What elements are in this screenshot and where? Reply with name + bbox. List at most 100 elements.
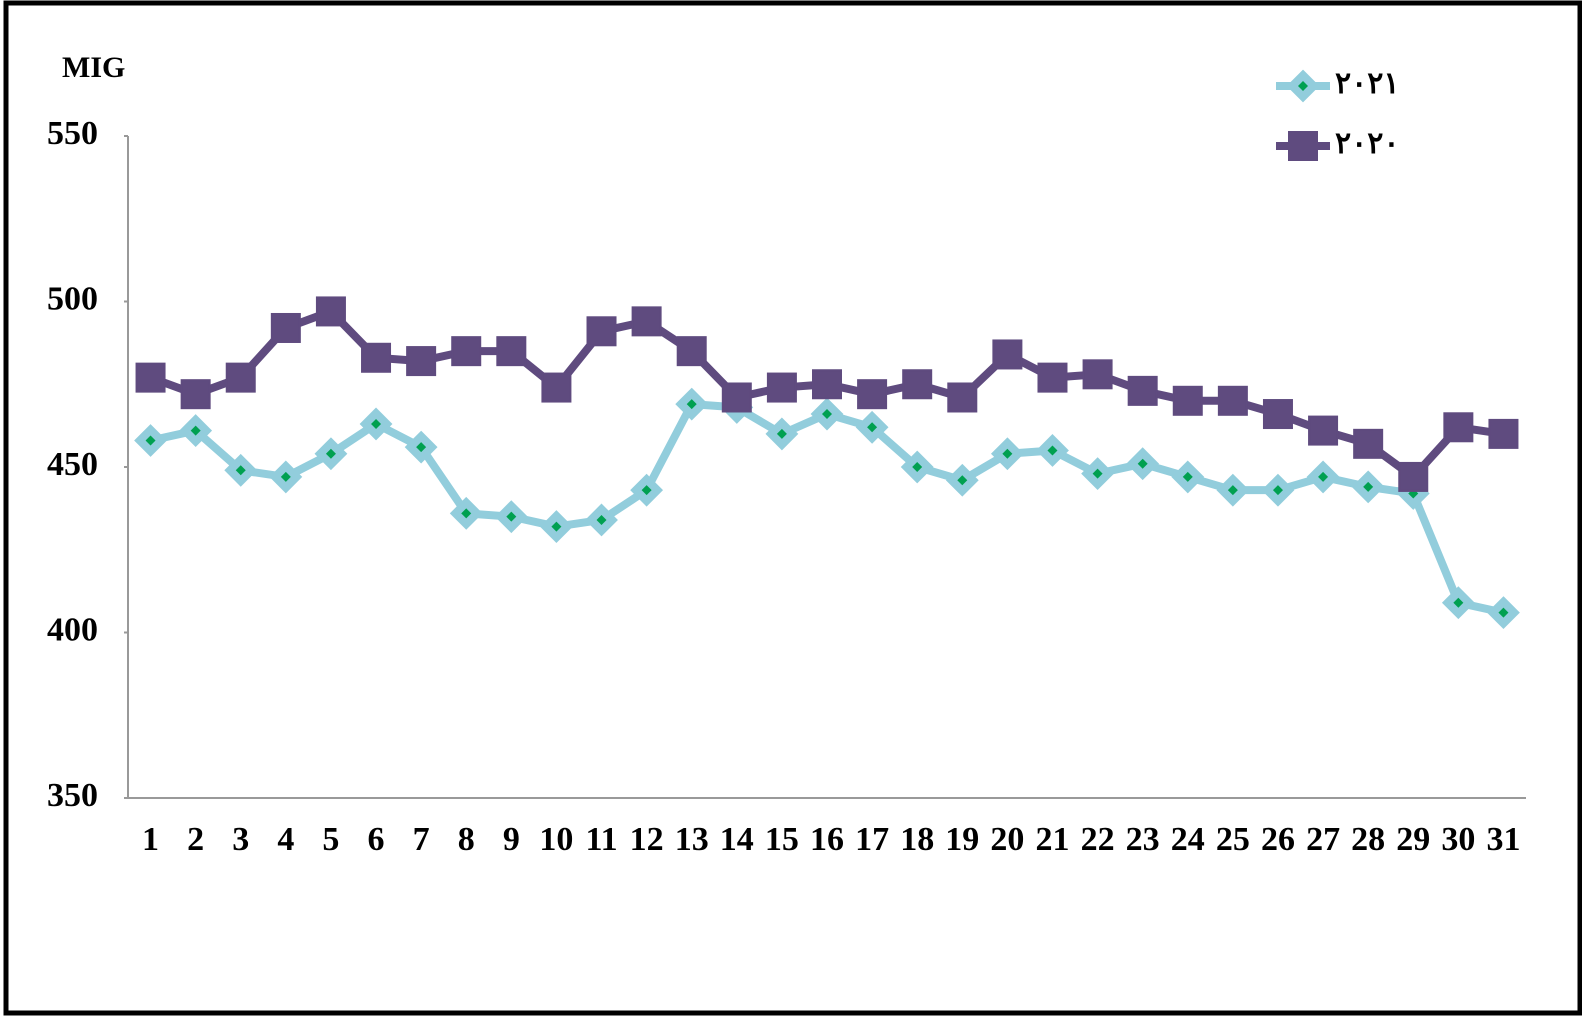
marker-center	[867, 422, 878, 433]
x-tick-label: 16	[810, 821, 844, 858]
marker	[766, 372, 797, 403]
marker-center	[1092, 468, 1103, 479]
y-tick-label: 550	[47, 115, 98, 152]
marker-center	[1227, 485, 1238, 496]
x-tick-label: 12	[630, 821, 664, 858]
marker	[1488, 418, 1519, 449]
marker	[902, 369, 933, 400]
y-tick-label: 450	[47, 446, 98, 483]
marker-center	[1363, 481, 1374, 492]
marker	[1127, 375, 1158, 406]
x-tick-label: 5	[322, 821, 339, 858]
x-tick-label: 3	[232, 821, 249, 858]
marker-center	[776, 428, 787, 439]
x-tick-label: 27	[1306, 821, 1340, 858]
x-tick-label: 18	[900, 821, 934, 858]
marker	[406, 346, 437, 377]
marker-center	[822, 409, 832, 420]
x-tick-label: 19	[945, 821, 979, 858]
marker	[992, 339, 1023, 370]
x-tick-label: 10	[539, 821, 573, 858]
x-tick-label: 28	[1351, 821, 1385, 858]
marker-center	[506, 511, 517, 522]
marker	[135, 362, 166, 393]
marker	[676, 336, 707, 367]
marker-center	[371, 418, 382, 429]
marker-center	[1182, 471, 1193, 482]
marker	[947, 382, 978, 413]
marker	[1217, 385, 1248, 416]
x-tick-label: 22	[1081, 821, 1115, 858]
marker	[812, 369, 842, 400]
marker	[1398, 461, 1429, 492]
x-tick-label: 9	[503, 821, 520, 858]
x-tick-label: 17	[855, 821, 889, 858]
x-tick-label: 20	[990, 821, 1024, 858]
marker-center	[551, 521, 562, 532]
marker	[361, 342, 392, 373]
marker-center	[1002, 448, 1013, 459]
x-tick-label: 4	[277, 821, 294, 858]
y-tick-label: 400	[47, 611, 98, 648]
marker-center	[416, 442, 427, 453]
marker	[270, 312, 301, 343]
marker	[586, 316, 617, 347]
x-tick-label: 1	[142, 821, 159, 858]
marker	[857, 379, 888, 410]
marker-center	[235, 465, 246, 476]
marker	[1353, 428, 1384, 459]
x-tick-label: 29	[1396, 821, 1430, 858]
x-tick-label: 30	[1441, 821, 1475, 858]
legend-label: ٢٠٢٠	[1335, 127, 1399, 160]
marker-center	[1047, 445, 1058, 456]
marker-center	[686, 399, 697, 410]
marker	[1308, 415, 1339, 446]
x-tick-label: 26	[1261, 821, 1295, 858]
x-tick-label: 21	[1035, 821, 1069, 858]
x-tick-label: 2	[187, 821, 204, 858]
marker-center	[1498, 607, 1509, 618]
marker	[1172, 385, 1203, 416]
legend: ٢٠٢١ ٢٠٢٠	[1276, 67, 1399, 161]
marker	[1262, 399, 1293, 430]
x-tick-label: 7	[413, 821, 430, 858]
marker	[451, 336, 482, 367]
x-tick-label: 8	[458, 821, 475, 858]
marker-center	[1272, 485, 1283, 496]
y-tick-label: 350	[47, 777, 98, 814]
x-tick-label: 31	[1486, 821, 1520, 858]
marker	[225, 362, 256, 393]
marker	[1443, 412, 1474, 443]
marker	[631, 306, 662, 337]
x-tick-label: 6	[368, 821, 385, 858]
marker-center	[596, 514, 607, 525]
marker-center	[280, 471, 291, 482]
x-tick-label: 13	[675, 821, 709, 858]
x-tick-label: 23	[1126, 821, 1160, 858]
y-tick-label: 500	[47, 280, 98, 317]
x-tick-label: 24	[1171, 821, 1205, 858]
marker-center	[1298, 81, 1308, 91]
x-tick-label: 15	[765, 821, 799, 858]
marker-center	[1137, 458, 1148, 469]
marker-center	[325, 448, 336, 459]
marker-center	[957, 475, 968, 486]
x-tick-label: 11	[585, 821, 617, 858]
marker	[1288, 131, 1318, 161]
marker-center	[641, 485, 652, 496]
marker-center	[190, 425, 201, 436]
marker-center	[912, 462, 923, 472]
legend-label: ٢٠٢١	[1335, 67, 1399, 100]
marker	[541, 372, 572, 403]
marker-center	[1318, 471, 1329, 482]
marker	[721, 382, 752, 413]
marker-center	[461, 508, 472, 519]
x-tick-label: 25	[1216, 821, 1250, 858]
marker	[1037, 362, 1068, 393]
marker	[180, 379, 211, 410]
marker	[1082, 359, 1113, 390]
frame	[3, 0, 1582, 1016]
x-tick-label: 14	[720, 821, 754, 858]
y-axis-label: MIG	[62, 51, 125, 84]
